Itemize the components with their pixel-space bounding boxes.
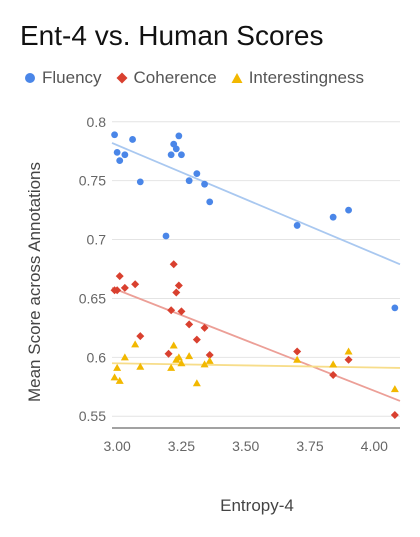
coherence-point [113, 286, 122, 295]
fluency-point [175, 132, 183, 140]
legend-item-fluency: Fluency [24, 68, 102, 88]
coherence-point [164, 349, 173, 358]
interestingness-point [110, 373, 119, 381]
interestingness-point [177, 359, 186, 367]
interestingness-point [185, 352, 194, 360]
legend-label-coherence: Coherence [133, 68, 217, 87]
coherence-point [131, 280, 140, 289]
interestingness-point [113, 363, 122, 371]
x-tick-label: 3.00 [104, 438, 131, 454]
coherence-point [293, 347, 302, 356]
fluency-point [136, 178, 144, 186]
coherence-point [167, 306, 176, 315]
fluency-point [329, 213, 337, 221]
tick-labels: 0.55 0.6 0.65 0.7 0.75 0.8 3.00 3.25 3.50 3.75 4.0… [79, 114, 388, 454]
interestingness-point [390, 385, 399, 393]
interestingness-point [115, 376, 124, 384]
legend-label-interestingness: Interestingness [248, 68, 364, 87]
interestingness-point [167, 363, 176, 371]
interestingness-point [192, 379, 201, 387]
x-tick-label: 3.75 [296, 438, 323, 454]
y-tick-label: 0.6 [87, 349, 107, 365]
coherence-point [344, 355, 353, 364]
fluency-point [201, 180, 208, 188]
legend-item-interestingness: Interestingness [231, 68, 364, 88]
coherence-point [192, 335, 201, 344]
fluency-point [167, 151, 175, 159]
coherence-point [169, 260, 178, 269]
fluency-point [121, 151, 129, 159]
interestingness-point [120, 353, 129, 361]
coherence-point [200, 323, 209, 332]
x-tick-label: 3.50 [232, 438, 259, 454]
fluency-point [185, 177, 193, 185]
grid-lines [112, 121, 400, 429]
fluency-point [345, 206, 352, 214]
data-points [110, 131, 399, 420]
interestingness-point [344, 347, 353, 355]
fluency-point [178, 151, 185, 159]
coherence-point [174, 281, 183, 290]
legend: Fluency Coherence Interestingness [24, 66, 364, 90]
legend-marker-fluency [25, 73, 35, 83]
coherence-point [205, 350, 214, 359]
fluency-point [129, 136, 136, 143]
y-tick-label: 0.8 [87, 114, 107, 130]
interestingness-point [200, 360, 209, 368]
coherence-point [390, 411, 399, 420]
coherence-point [185, 320, 194, 329]
coherence-trendline [111, 287, 401, 402]
interestingness-point [136, 362, 145, 370]
interestingness-point [205, 356, 214, 364]
x-tick-label: 4.00 [361, 438, 388, 454]
fluency-point [206, 198, 214, 206]
fluency-point [391, 304, 399, 312]
coherence-point [172, 288, 181, 297]
x-tick-label: 3.25 [168, 438, 195, 454]
y-tick-label: 0.65 [79, 290, 106, 306]
fluency-point [116, 157, 124, 165]
y-tick-label: 0.55 [79, 408, 106, 424]
coherence-point [329, 371, 338, 379]
legend-label-fluency: Fluency [42, 68, 102, 87]
legend-marker-interestingness [231, 73, 243, 83]
fluency-point [111, 131, 118, 139]
coherence-point [177, 307, 186, 316]
interestingness-point [329, 360, 338, 368]
coherence-point [136, 332, 145, 341]
fluency-point [172, 145, 180, 153]
fluency-point [113, 149, 121, 156]
interestingness-point [169, 341, 178, 349]
legend-item-coherence: Coherence [116, 68, 217, 88]
fluency-point [162, 232, 170, 240]
chart-title: Ent-4 vs. Human Scores [20, 20, 324, 51]
fluency-point [193, 170, 201, 178]
interestingness-point [293, 355, 302, 363]
interestingness-point [131, 340, 140, 348]
y-tick-label: 0.75 [79, 173, 106, 189]
trend-lines [111, 142, 401, 402]
x-axis-label: Entropy-4 [220, 496, 294, 515]
fluency-trendline [111, 142, 401, 266]
interestingness-trendline [111, 362, 401, 369]
y-axis-label: Mean Score across Annotations [25, 162, 44, 402]
interestingness-point [174, 353, 183, 361]
y-tick-label: 0.7 [87, 232, 107, 248]
coherence-point [115, 272, 124, 281]
legend-marker-coherence [116, 72, 128, 84]
fluency-point [293, 222, 301, 229]
coherence-point [120, 283, 129, 292]
